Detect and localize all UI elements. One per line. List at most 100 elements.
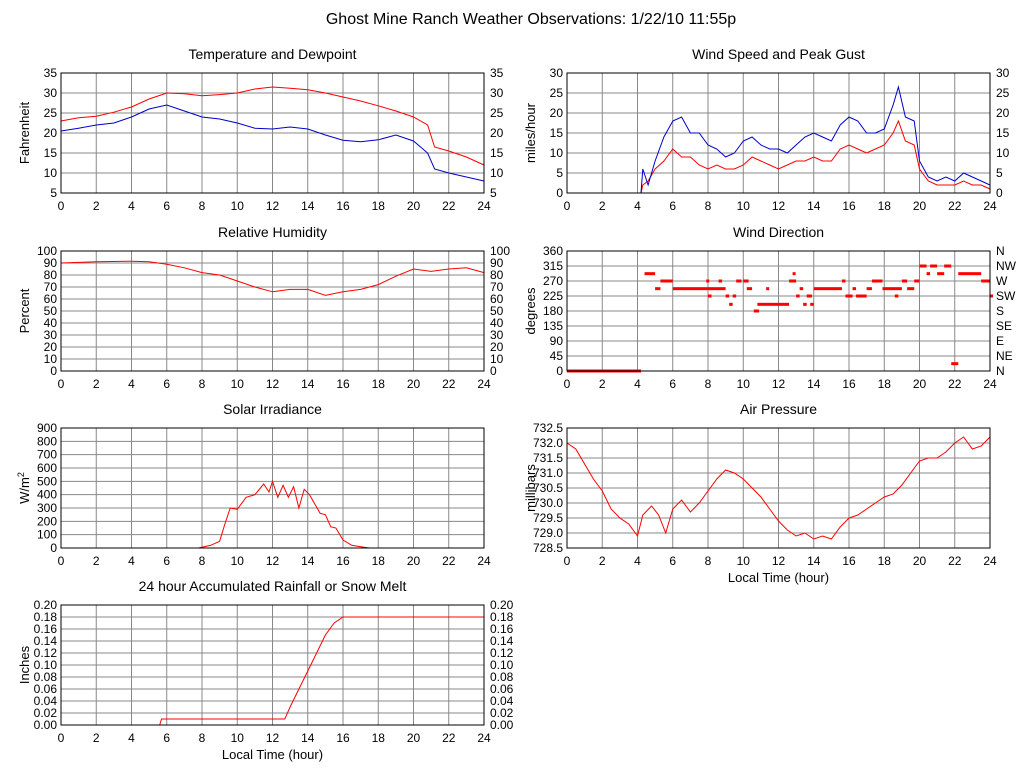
x-tick-label: 24 <box>983 554 997 568</box>
y-tick-label: 25 <box>550 86 564 100</box>
y-tick-label: 20 <box>44 340 58 354</box>
y-tick-label: 500 <box>37 474 57 488</box>
data-point <box>746 287 753 291</box>
plot-frame <box>60 604 485 726</box>
y-tick-label-right: NW <box>996 259 1017 273</box>
x-tick-label: 20 <box>407 554 421 568</box>
y-tick-label: 200 <box>37 514 57 528</box>
data-point <box>789 279 797 283</box>
x-tick-label: 16 <box>336 731 350 745</box>
x-tick-label: 4 <box>634 377 641 391</box>
plot-frame <box>566 72 991 194</box>
y-axis-label: W/m2 <box>16 472 32 504</box>
y-tick-label: 0 <box>50 541 57 555</box>
y-tick-label-right: 25 <box>490 106 504 120</box>
x-tick-label: 12 <box>772 199 786 213</box>
x-tick-label: 8 <box>705 199 712 213</box>
y-tick-label: 0 <box>50 364 57 378</box>
y-tick-label-right: 0 <box>490 364 497 378</box>
y-tick-label: 40 <box>44 316 58 330</box>
plot-frame <box>60 427 485 549</box>
x-tick-label: 0 <box>564 377 571 391</box>
x-tick-label: 18 <box>372 199 386 213</box>
y-tick-label: 25 <box>44 106 58 120</box>
y-tick-label: 0.14 <box>34 634 58 648</box>
x-tick-label: 8 <box>199 199 206 213</box>
x-tick-label: 8 <box>199 377 206 391</box>
y-tick-label: 730.5 <box>533 481 563 495</box>
y-tick-label: 0.10 <box>34 658 58 672</box>
x-tick-label: 16 <box>842 199 856 213</box>
x-tick-label: 6 <box>163 731 170 745</box>
plot-frame <box>566 250 991 372</box>
y-tick-label-right: 35 <box>490 66 504 80</box>
data-point <box>871 279 883 283</box>
x-tick-label: 16 <box>336 377 350 391</box>
x-tick-label: 2 <box>93 199 100 213</box>
x-tick-label: 4 <box>128 199 135 213</box>
x-tick-label: 2 <box>599 377 606 391</box>
y-tick-label: 0 <box>556 364 563 378</box>
x-tick-label: 14 <box>301 731 315 745</box>
chart-title: Air Pressure <box>740 401 817 417</box>
x-tick-label: 0 <box>564 554 571 568</box>
y-tick-label: 600 <box>37 461 57 475</box>
x-tick-label: 22 <box>948 554 962 568</box>
chart-title: Solar Irradiance <box>223 401 322 417</box>
x-tick-label: 16 <box>336 199 350 213</box>
y-tick-label: 15 <box>44 146 58 160</box>
y-tick-label-right: E <box>996 334 1004 348</box>
series-line <box>567 85 991 194</box>
y-tick-label: 50 <box>44 304 58 318</box>
data-point <box>706 279 710 283</box>
x-tick-label: 10 <box>737 377 751 391</box>
y-tick-label: 900 <box>37 421 57 435</box>
x-tick-label: 14 <box>807 377 821 391</box>
x-tick-label: 8 <box>199 554 206 568</box>
y-tick-label: 45 <box>550 349 564 363</box>
y-tick-label: 5 <box>556 166 563 180</box>
x-tick-label: 20 <box>913 199 927 213</box>
y-tick-label: 732.5 <box>533 421 563 435</box>
x-tick-label: 10 <box>231 554 245 568</box>
y-tick-label: 0.16 <box>34 622 58 636</box>
y-tick-label-right: SE <box>996 319 1012 333</box>
x-tick-label: 10 <box>231 377 245 391</box>
x-tick-label: 24 <box>477 377 491 391</box>
x-tick-label: 24 <box>477 731 491 745</box>
x-tick-label: 12 <box>266 199 280 213</box>
chart-title: Wind Speed and Peak Gust <box>692 46 865 62</box>
y-tick-label: 180 <box>543 304 563 318</box>
x-tick-label: 18 <box>372 377 386 391</box>
x-tick-label: 14 <box>301 377 315 391</box>
y-tick-label-right: 20 <box>996 106 1010 120</box>
y-tick-label-right: 0.10 <box>490 658 514 672</box>
x-tick-label: 12 <box>772 377 786 391</box>
x-tick-label: 22 <box>442 199 456 213</box>
y-tick-label-right: 0.16 <box>490 622 514 636</box>
x-tick-label: 4 <box>128 731 135 745</box>
x-tick-label: 10 <box>737 554 751 568</box>
y-tick-label: 0.02 <box>34 706 58 720</box>
x-tick-label: 4 <box>128 554 135 568</box>
x-tick-label: 8 <box>705 554 712 568</box>
data-point <box>841 279 846 283</box>
x-tick-label: 10 <box>737 199 751 213</box>
y-tick-label-right: 0.20 <box>490 598 514 612</box>
series-line <box>61 479 484 549</box>
y-tick-label: 315 <box>543 259 563 273</box>
y-tick-label: 730.0 <box>533 496 563 510</box>
chart-title: Relative Humidity <box>218 224 327 240</box>
y-tick-label-right: 0.04 <box>490 694 514 708</box>
y-tick-label-right: 50 <box>490 304 504 318</box>
x-tick-label: 22 <box>948 199 962 213</box>
x-tick-label: 0 <box>58 731 65 745</box>
plot-frame <box>566 427 991 549</box>
plot-frame <box>60 250 485 372</box>
x-tick-label: 18 <box>372 731 386 745</box>
x-tick-label: 24 <box>983 377 997 391</box>
x-tick-label: 14 <box>807 199 821 213</box>
